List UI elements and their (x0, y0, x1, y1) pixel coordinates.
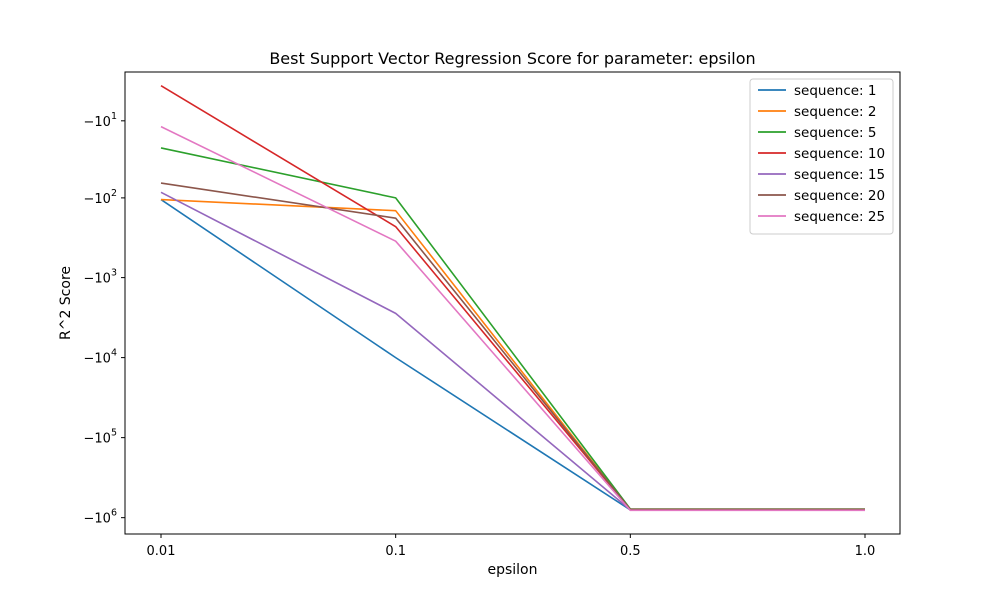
x-tick-label: 0.1 (385, 544, 406, 559)
x-tick-label: 1.0 (855, 544, 876, 559)
series-line-4 (160, 191, 865, 511)
legend-label: sequence: 2 (794, 104, 876, 120)
x-axis-label: epsilon (487, 562, 537, 578)
series-line-6 (160, 125, 865, 512)
x-axis-ticks: 0.01 0.1 0.5 1.0 (147, 534, 876, 559)
y-tick-label: −105 (84, 428, 117, 447)
x-tick-label: 0.01 (147, 544, 176, 559)
legend-label: sequence: 15 (794, 167, 885, 183)
plot-frame (124, 71, 901, 535)
series-line-5 (160, 182, 865, 511)
legend-label: sequence: 5 (794, 125, 876, 141)
y-axis-label: R^2 Score (58, 266, 74, 340)
y-tick-label: −103 (84, 268, 117, 287)
chart-title: Best Support Vector Regression Score for… (269, 49, 755, 68)
legend-label: sequence: 25 (794, 209, 885, 225)
y-tick-label: −101 (84, 111, 117, 130)
y-tick-label: −104 (84, 348, 117, 367)
legend-label: sequence: 1 (794, 83, 876, 99)
y-tick-label: −102 (84, 188, 117, 207)
y-axis-ticks: −101 −102 −103 −104 −105 −106 (84, 111, 125, 527)
y-tick-label: −106 (84, 508, 117, 527)
plot-lines (160, 84, 865, 512)
legend-label: sequence: 10 (794, 146, 885, 162)
x-tick-label: 0.5 (620, 544, 641, 559)
legend: sequence: 1 sequence: 2 sequence: 5 sequenc… (749, 78, 894, 235)
legend-label: sequence: 20 (794, 188, 885, 204)
